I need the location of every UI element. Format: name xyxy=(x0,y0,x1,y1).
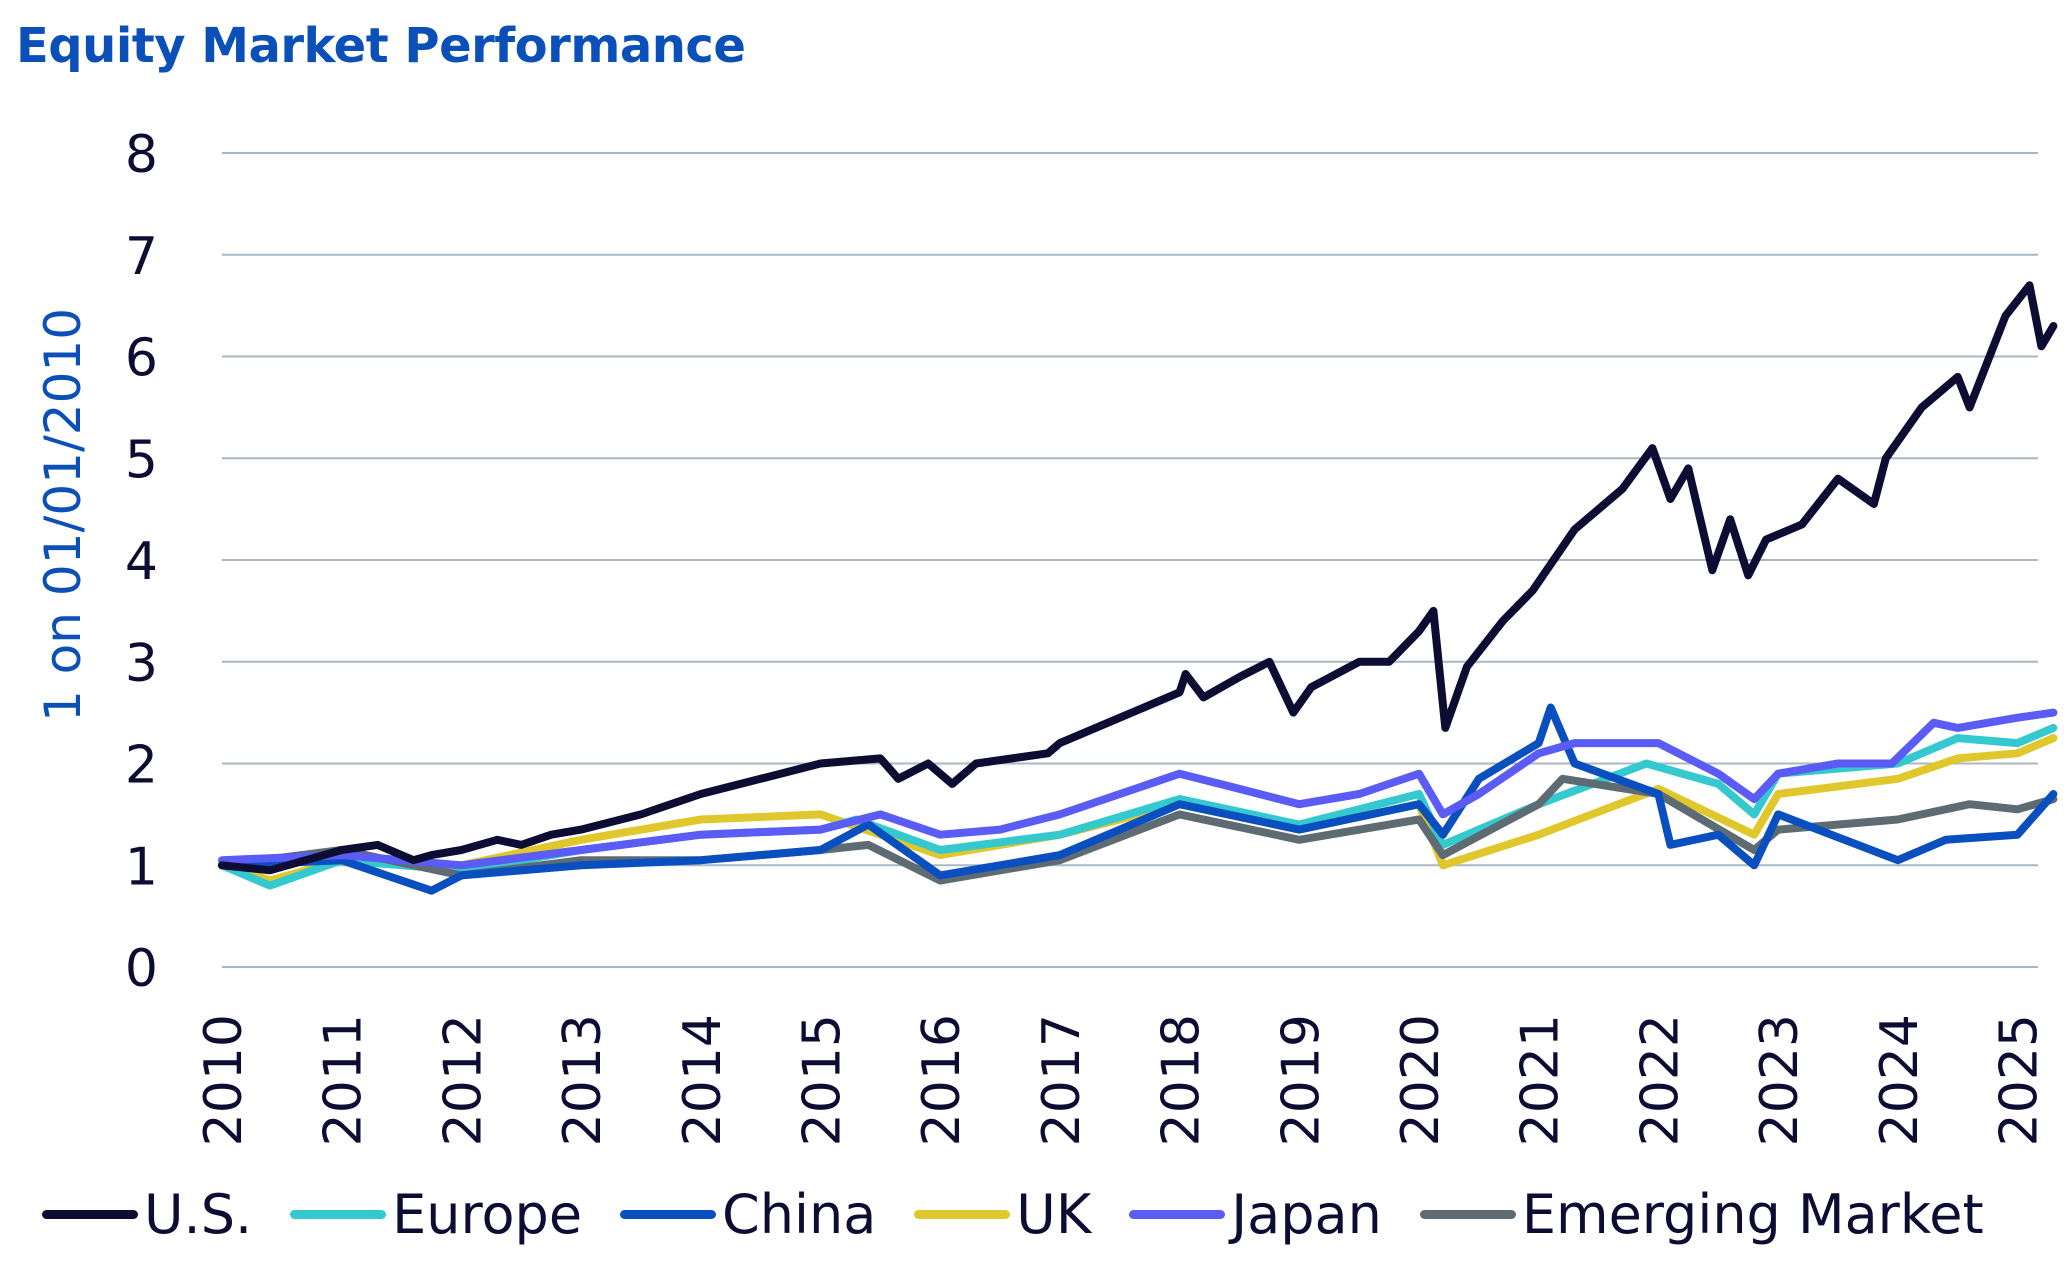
legend-label: Emerging Market xyxy=(1521,1183,1984,1246)
legend-item: UK xyxy=(914,1183,1091,1246)
legend-swatch xyxy=(42,1210,138,1219)
y-tick-label: 0 xyxy=(125,939,158,999)
legend-label: Europe xyxy=(392,1183,583,1246)
y-tick-label: 4 xyxy=(125,532,158,592)
chart-title: Equity Market Performance xyxy=(16,18,746,74)
x-tick-label: 2020 xyxy=(1391,1014,1451,1146)
series-line-japan xyxy=(218,708,2058,870)
legend-item: Japan xyxy=(1129,1183,1382,1246)
y-tick-label: 3 xyxy=(125,634,158,694)
x-tick-label: 2012 xyxy=(433,1014,493,1146)
legend-item: Emerging Market xyxy=(1419,1183,1984,1246)
legend-swatch xyxy=(620,1210,717,1219)
legend-item: China xyxy=(620,1183,876,1246)
legend-swatch xyxy=(914,1210,1011,1219)
y-tick-label: 6 xyxy=(125,329,158,389)
legend-item: Europe xyxy=(290,1183,582,1246)
y-tick-label: 1 xyxy=(125,837,158,897)
y-tick-label: 7 xyxy=(125,227,158,287)
x-tick-label: 2023 xyxy=(1750,1014,1810,1146)
gridlines xyxy=(222,152,2038,968)
series-line-u-s xyxy=(218,281,2058,875)
x-tick-label: 2013 xyxy=(553,1014,613,1146)
x-tick-label: 2025 xyxy=(1990,1014,2050,1146)
y-axis-title: 1 on 01/01/2010 xyxy=(34,308,92,722)
legend-label: Japan xyxy=(1231,1183,1382,1246)
y-tick-label: 2 xyxy=(125,736,158,796)
x-tick-labels: 2010 2011 2012 2013 2014 2015 2016 2017 2018 2019… xyxy=(194,1014,2050,1146)
series-lines xyxy=(218,281,2058,895)
legend-label: U.S. xyxy=(144,1183,253,1246)
y-tick-labels: 0 1 2 3 4 5 6 7 8 xyxy=(125,125,158,999)
x-tick-label: 2018 xyxy=(1152,1014,1212,1146)
series-line-china xyxy=(218,703,2058,895)
x-tick-label: 2017 xyxy=(1032,1014,1092,1146)
y-tick-label: 5 xyxy=(125,430,158,490)
x-tick-label: 2021 xyxy=(1511,1014,1571,1146)
x-tick-label: 2015 xyxy=(793,1014,853,1146)
legend-swatch xyxy=(1129,1210,1226,1219)
x-tick-label: 2022 xyxy=(1630,1014,1690,1146)
legend: U.S. Europe China UK Japan Emerging Market xyxy=(42,1183,2022,1246)
x-tick-label: 2019 xyxy=(1271,1014,1331,1146)
y-tick-label: 8 xyxy=(125,125,158,185)
x-tick-label: 2024 xyxy=(1870,1014,1930,1146)
x-tick-label: 2016 xyxy=(912,1014,972,1146)
legend-label: China xyxy=(722,1183,877,1246)
x-tick-label: 2011 xyxy=(314,1014,374,1146)
x-tick-label: 2014 xyxy=(673,1014,733,1146)
x-tick-label: 2010 xyxy=(194,1014,254,1146)
legend-swatch xyxy=(290,1210,387,1219)
legend-item: U.S. xyxy=(42,1183,252,1246)
legend-swatch xyxy=(1419,1210,1516,1219)
legend-label: UK xyxy=(1016,1183,1092,1246)
